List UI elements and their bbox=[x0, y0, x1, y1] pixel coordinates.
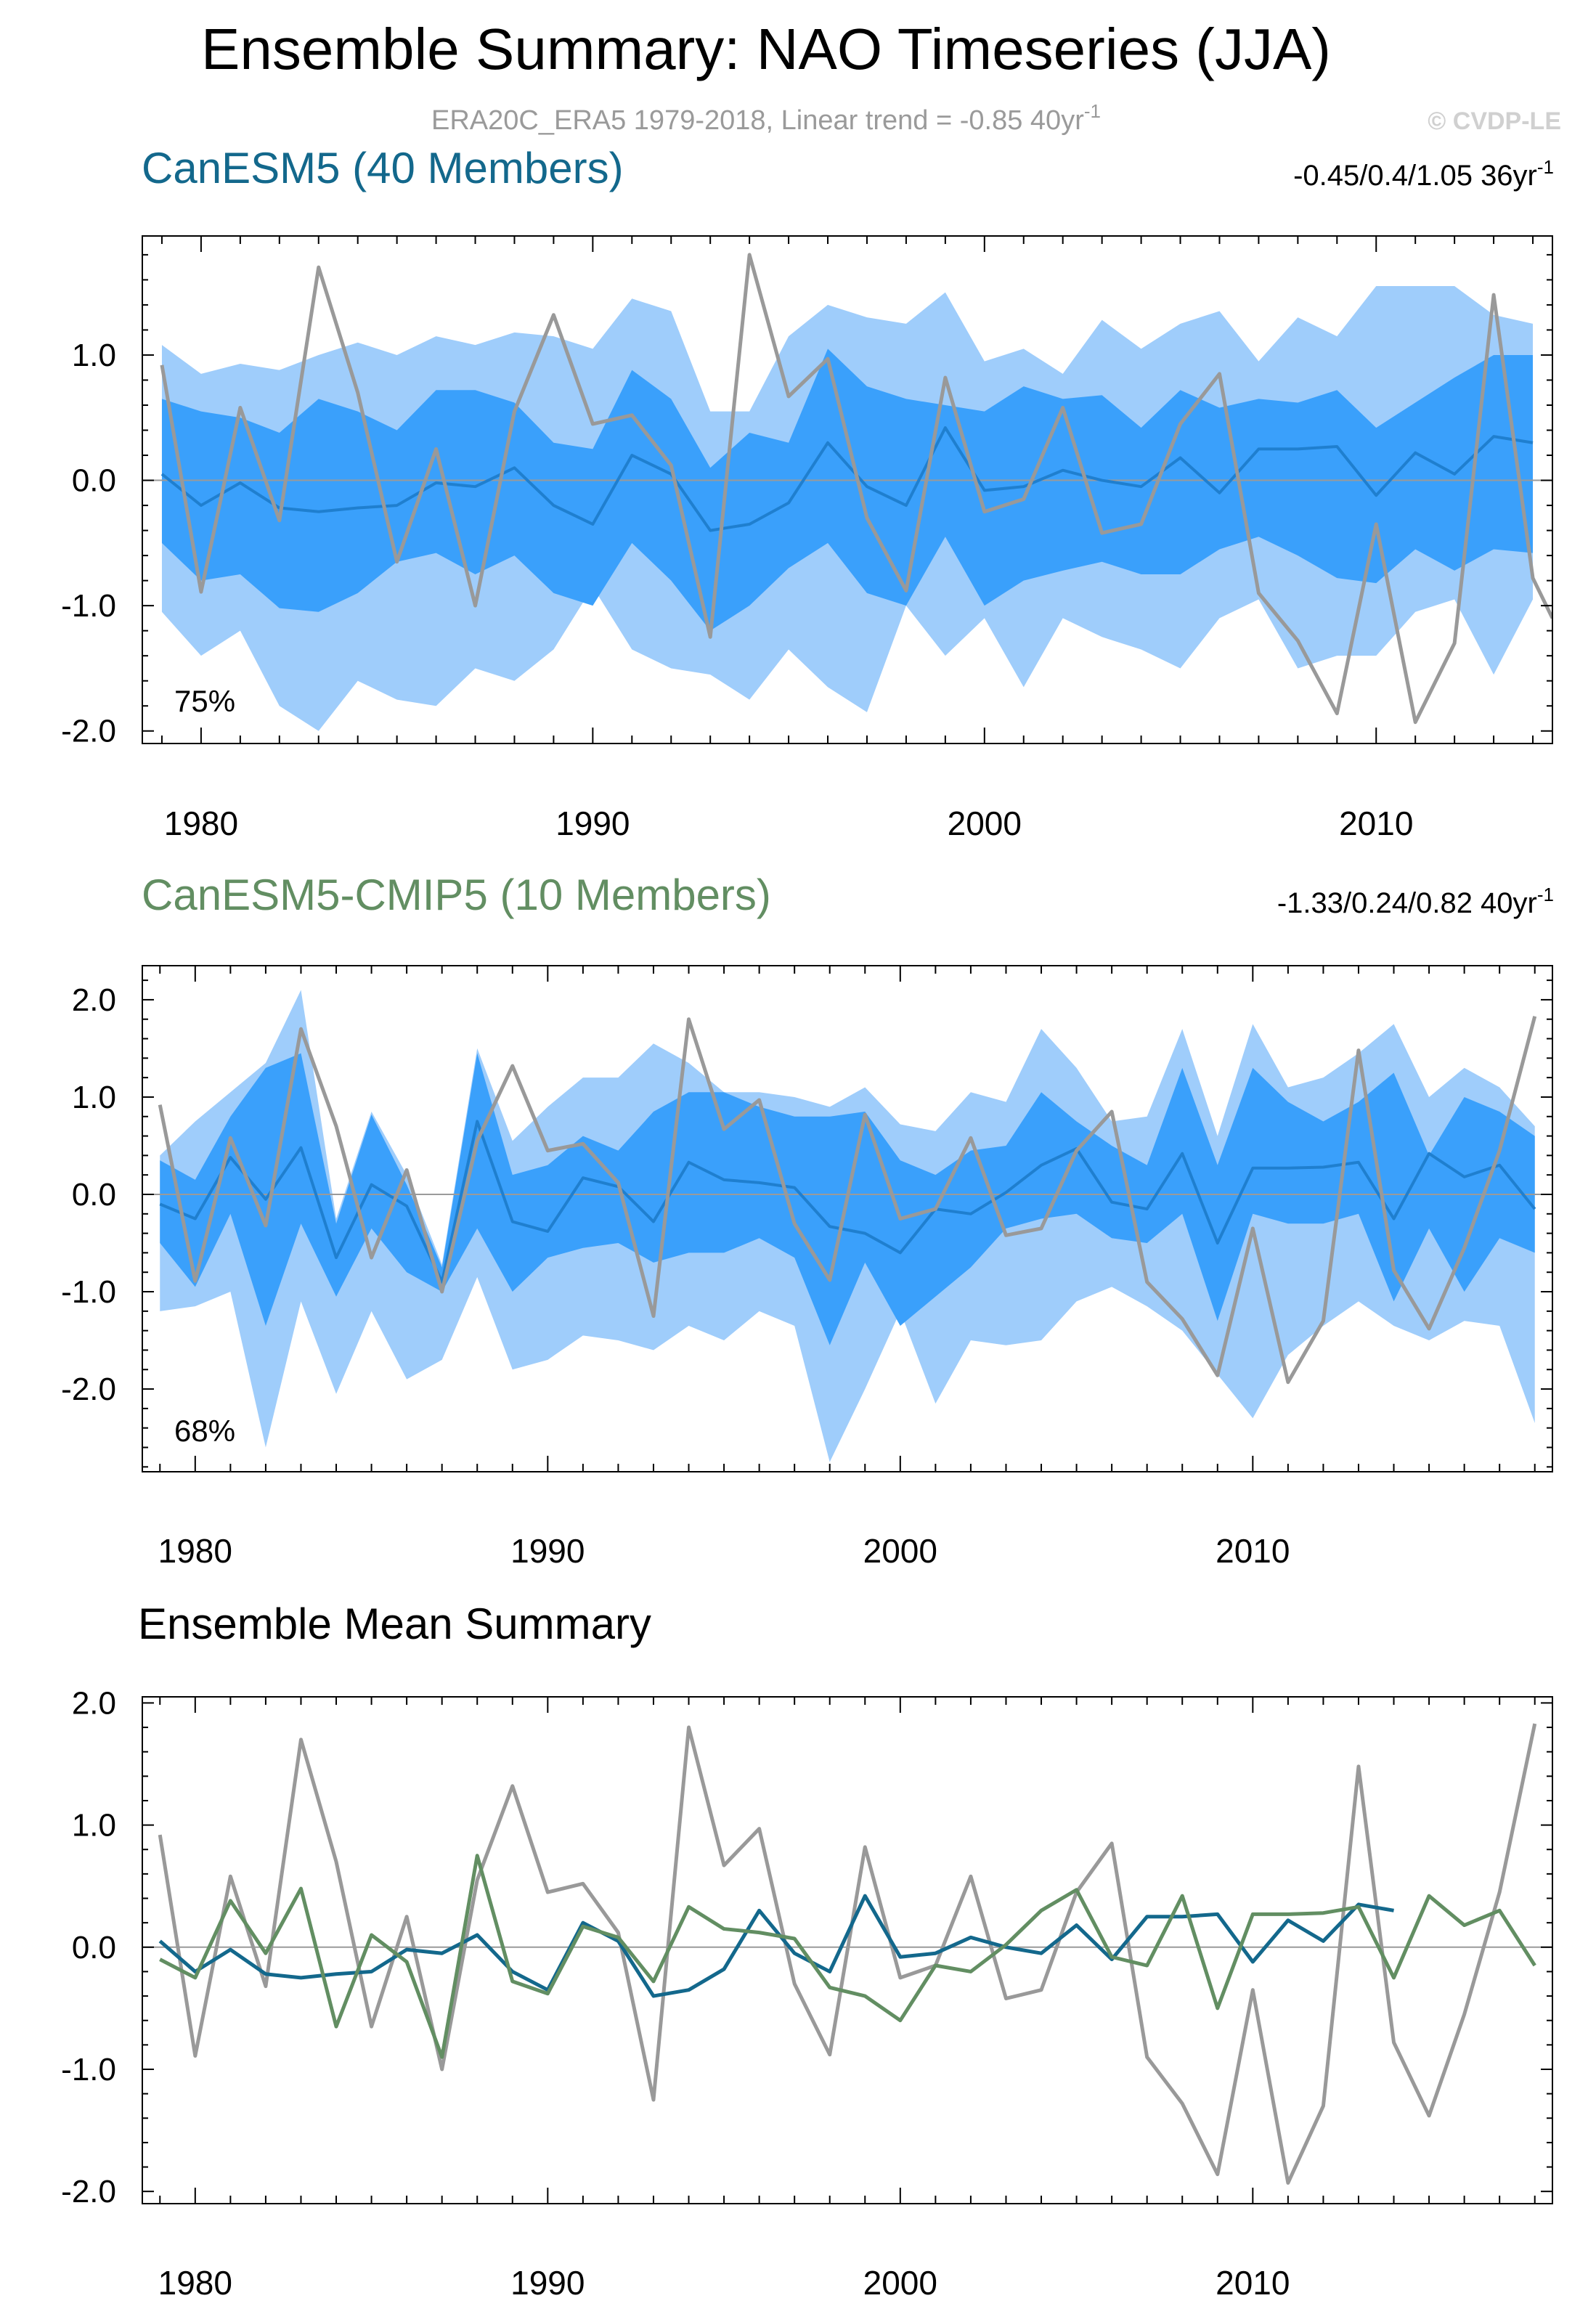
panel2-trend-label: -1.33/0.24/0.82 40yr-1 bbox=[1277, 884, 1554, 919]
x-tick-label: 2010 bbox=[1339, 804, 1413, 842]
x-tick-label: 1980 bbox=[164, 804, 238, 842]
panel1-trend-sup: -1 bbox=[1537, 156, 1554, 178]
x-tick-label: 1990 bbox=[555, 804, 630, 842]
panel3-title: Ensemble Mean Summary bbox=[138, 1600, 651, 1648]
figure-subtitle-sup: -1 bbox=[1084, 100, 1101, 122]
y-tick-label: -1.0 bbox=[61, 1274, 116, 1310]
x-tick-label: 1980 bbox=[158, 1532, 232, 1570]
y-tick-label: -2.0 bbox=[61, 2174, 116, 2209]
panel2-title: CanESM5-CMIP5 (10 Members) bbox=[142, 871, 771, 919]
series-line-era20c-era5 bbox=[158, 1723, 1537, 2185]
panel1-trend-label: -0.45/0.4/1.05 36yr-1 bbox=[1293, 156, 1554, 192]
x-tick-label: 2000 bbox=[948, 804, 1022, 842]
plot-area bbox=[142, 253, 1552, 731]
y-tick-label: -2.0 bbox=[61, 714, 116, 749]
inner-spread-band bbox=[161, 349, 1534, 631]
y-tick-label: -1.0 bbox=[61, 2052, 116, 2087]
x-tick-label: 2010 bbox=[1216, 2264, 1290, 2302]
plot-frame bbox=[142, 965, 1553, 1472]
panel1-trend-text: -0.45/0.4/1.05 36yr bbox=[1293, 160, 1537, 192]
y-tick-label: 0.0 bbox=[72, 1177, 116, 1213]
x-tick-label: 2000 bbox=[863, 2264, 937, 2302]
ensemble-mean-line bbox=[159, 1120, 1536, 1284]
figure-title: Ensemble Summary: NAO Timeseries (JJA) bbox=[201, 17, 1331, 81]
plot-area bbox=[142, 1723, 1552, 2185]
y-tick-label: -1.0 bbox=[61, 588, 116, 624]
x-tick-label: 1990 bbox=[510, 2264, 585, 2302]
y-tick-label: 0.0 bbox=[72, 1930, 116, 1965]
plot-area bbox=[142, 990, 1552, 1462]
plot-frame bbox=[142, 1696, 1553, 2204]
figure-subtitle-text: ERA20C_ERA5 1979-2018, Linear trend = -0… bbox=[431, 105, 1084, 136]
plot-frame bbox=[142, 235, 1553, 744]
observed-line bbox=[160, 253, 1552, 725]
panel-ensemble-mean-summary: 2.0 1.0 0.0 -1.0 -2.0 1980 1990 2000 2010 bbox=[61, 1685, 1553, 2302]
panel-canesm5: 75% 1.0 0.0 -1.0 -2.0 1980 1990 2000 2010 bbox=[61, 235, 1553, 842]
figure-subtitle: ERA20C_ERA5 1979-2018, Linear trend = -0… bbox=[431, 100, 1101, 136]
percent-label: 68% bbox=[174, 1414, 235, 1448]
observed-line bbox=[158, 1016, 1537, 1385]
series-line-canesm5-cmip5-10-members bbox=[159, 1854, 1536, 2059]
y-tick-label: 1.0 bbox=[72, 338, 116, 373]
panel2-trend-sup: -1 bbox=[1537, 884, 1554, 905]
watermark: © CVDP-LE bbox=[1428, 107, 1561, 135]
panel2-trend-text: -1.33/0.24/0.82 40yr bbox=[1277, 887, 1537, 919]
y-tick-label: 2.0 bbox=[72, 982, 116, 1018]
x-tick-label: 2000 bbox=[863, 1532, 937, 1570]
panel-canesm5-cmip5: 68% 2.0 1.0 0.0 -1.0 -2.0 1980 1990 2000 2010 bbox=[61, 965, 1553, 1570]
x-tick-label: 2010 bbox=[1216, 1532, 1290, 1570]
y-tick-label: 2.0 bbox=[72, 1685, 116, 1721]
x-tick-label: 1990 bbox=[510, 1532, 585, 1570]
y-tick-label: -2.0 bbox=[61, 1372, 116, 1407]
y-tick-label: 0.0 bbox=[72, 463, 116, 499]
y-tick-label: 1.0 bbox=[72, 1080, 116, 1115]
y-tick-label: 1.0 bbox=[72, 1808, 116, 1844]
percent-label: 75% bbox=[174, 684, 235, 718]
ensemble-mean-line bbox=[160, 426, 1534, 532]
x-tick-label: 1980 bbox=[158, 2264, 232, 2302]
panel1-title: CanESM5 (40 Members) bbox=[142, 144, 624, 192]
